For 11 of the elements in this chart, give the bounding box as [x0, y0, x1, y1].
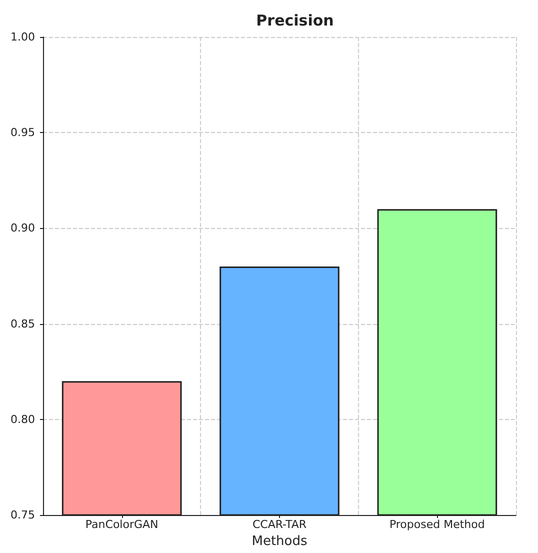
x-tick-label: Proposed Method	[389, 518, 485, 531]
y-tick-label: 0.85	[10, 317, 35, 330]
x-tick-label: CCAR-TAR	[252, 518, 307, 531]
y-tick-label: 0.75	[10, 508, 35, 522]
x-axis-title: Methods	[252, 534, 308, 549]
x-tick-label: PanColorGAN	[85, 518, 158, 531]
chart-title: Precision	[256, 12, 334, 30]
y-tick-label: 0.80	[10, 412, 35, 426]
y-tick-label: 0.95	[10, 126, 35, 140]
y-tick-label: 1.00	[10, 30, 35, 44]
y-tick-label: 0.90	[10, 222, 35, 235]
